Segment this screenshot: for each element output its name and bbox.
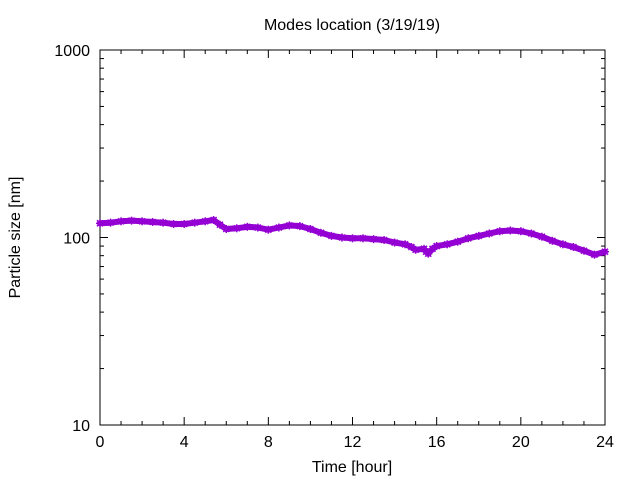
- data-point: [601, 247, 609, 256]
- data-point: [243, 222, 252, 231]
- data-point: [443, 240, 452, 249]
- data-point: [474, 231, 483, 240]
- data-point: [464, 234, 473, 243]
- data-point: [337, 233, 346, 242]
- data-point: [215, 220, 224, 229]
- data-point: [411, 245, 420, 254]
- data-point: [180, 220, 189, 229]
- data-point: [285, 221, 294, 230]
- chart-title: Modes location (3/19/19): [264, 17, 440, 34]
- data-point: [369, 235, 378, 244]
- data-point: [169, 220, 178, 229]
- data-point: [327, 231, 336, 240]
- x-tick-label: 0: [96, 434, 105, 451]
- data-point: [117, 217, 126, 226]
- x-tick-label: 20: [512, 434, 530, 451]
- x-tick-label: 12: [344, 434, 362, 451]
- data-point: [359, 234, 368, 243]
- data-point: [558, 240, 567, 249]
- data-point: [485, 229, 494, 238]
- series-layer: [96, 215, 609, 259]
- data-point: [506, 226, 515, 235]
- data-point: [264, 225, 273, 234]
- data-point: [428, 244, 437, 253]
- ticks-layer: 0 4 8 12 16 20 24 10 100 1000: [54, 43, 614, 451]
- data-point: [401, 240, 410, 249]
- data-point: [209, 215, 218, 224]
- data-point: [190, 218, 199, 227]
- y-tick-label: 10: [72, 418, 90, 435]
- data-point: [138, 217, 147, 226]
- x-tick-label: 16: [428, 434, 446, 451]
- data-point: [590, 250, 599, 259]
- data-point: [495, 227, 504, 236]
- data-point: [316, 228, 325, 237]
- data-point: [106, 218, 115, 227]
- data-point: [407, 242, 416, 251]
- data-point: [274, 223, 283, 232]
- data-point: [453, 237, 462, 246]
- data-point: [527, 229, 536, 238]
- data-point: [516, 227, 525, 236]
- data-point: [579, 246, 588, 255]
- data-point: [96, 219, 104, 228]
- x-tick-label: 8: [264, 434, 273, 451]
- x-tick-label: 24: [596, 434, 614, 451]
- data-point: [306, 225, 315, 234]
- data-point: [569, 242, 578, 251]
- data-point: [432, 242, 441, 251]
- data-point: [253, 223, 262, 232]
- data-point: [348, 234, 357, 243]
- data-point: [380, 235, 389, 244]
- y-tick-label: 100: [63, 231, 90, 248]
- data-point: [232, 224, 241, 233]
- x-tick-label: 4: [180, 434, 189, 451]
- data-point: [537, 232, 546, 241]
- data-point: [159, 218, 168, 227]
- data-point: [201, 217, 210, 226]
- data-point: [222, 225, 231, 234]
- data-point: [127, 216, 136, 225]
- data-point: [390, 238, 399, 247]
- data-point: [295, 222, 304, 231]
- x-axis-label: Time [hour]: [312, 459, 392, 476]
- data-point: [148, 217, 157, 226]
- data-point: [548, 236, 557, 245]
- y-tick-label: 1000: [54, 43, 90, 60]
- y-axis-label: Particle size [nm]: [7, 177, 24, 299]
